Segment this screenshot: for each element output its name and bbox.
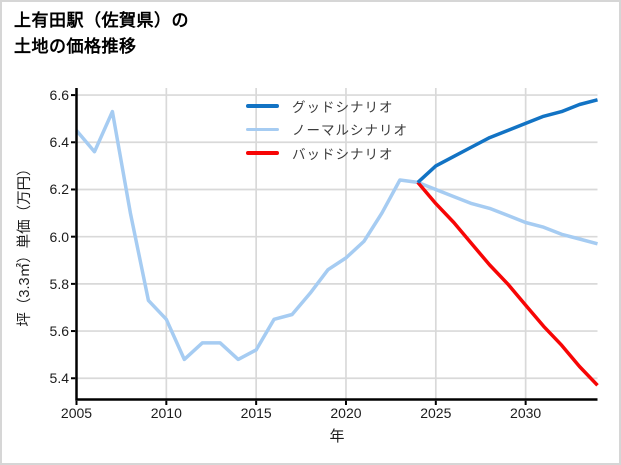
- legend-item-normal-scenario: ノーマルシナリオ: [246, 118, 408, 142]
- y-tick-label: 5.8: [49, 275, 69, 292]
- legend-label: ノーマルシナリオ: [292, 123, 408, 139]
- legend-swatch-good-line-icon: [246, 104, 279, 108]
- legend: グッドシナリオ ノーマルシナリオ バッドシナリオ: [246, 94, 408, 165]
- y-tick-label: 6.2: [49, 181, 69, 198]
- x-tick-label: 2015: [240, 405, 272, 421]
- y-axis-label: 坪（3.3㎡）単価（万円）: [17, 161, 33, 327]
- legend-swatch-bad-line-icon: [246, 151, 279, 155]
- legend-label: グッドシナリオ: [292, 99, 394, 115]
- y-tick-label: 5.6: [49, 323, 69, 340]
- axis-spines: [75, 88, 598, 401]
- bad-scenario-line: [416, 181, 599, 387]
- x-tick-label: 2005: [60, 405, 93, 421]
- x-tick-label: 2010: [150, 405, 182, 421]
- y-tick-label: 6.6: [49, 87, 69, 104]
- y-tick-label: 5.4: [49, 370, 69, 387]
- x-tick-label: 2025: [420, 405, 452, 421]
- good-scenario-line: [416, 98, 598, 184]
- x-axis-label: 年: [329, 428, 345, 445]
- history-line: [75, 109, 419, 362]
- chart-title: 上有田駅（佐賀県）の 土地の価格推移: [14, 11, 189, 56]
- x-tick-label: 2020: [330, 405, 362, 421]
- x-tick-label: 2030: [510, 405, 542, 421]
- legend-swatch-normal-line-icon: [246, 127, 279, 131]
- y-tick-label: 6.4: [49, 134, 69, 151]
- normal-scenario-line: [417, 180, 598, 246]
- legend-label: バッドシナリオ: [292, 146, 394, 162]
- legend-item-good-scenario: グッドシナリオ: [246, 94, 408, 118]
- legend-item-bad-scenario: バッドシナリオ: [246, 141, 408, 165]
- y-tick-label: 6.0: [49, 228, 69, 245]
